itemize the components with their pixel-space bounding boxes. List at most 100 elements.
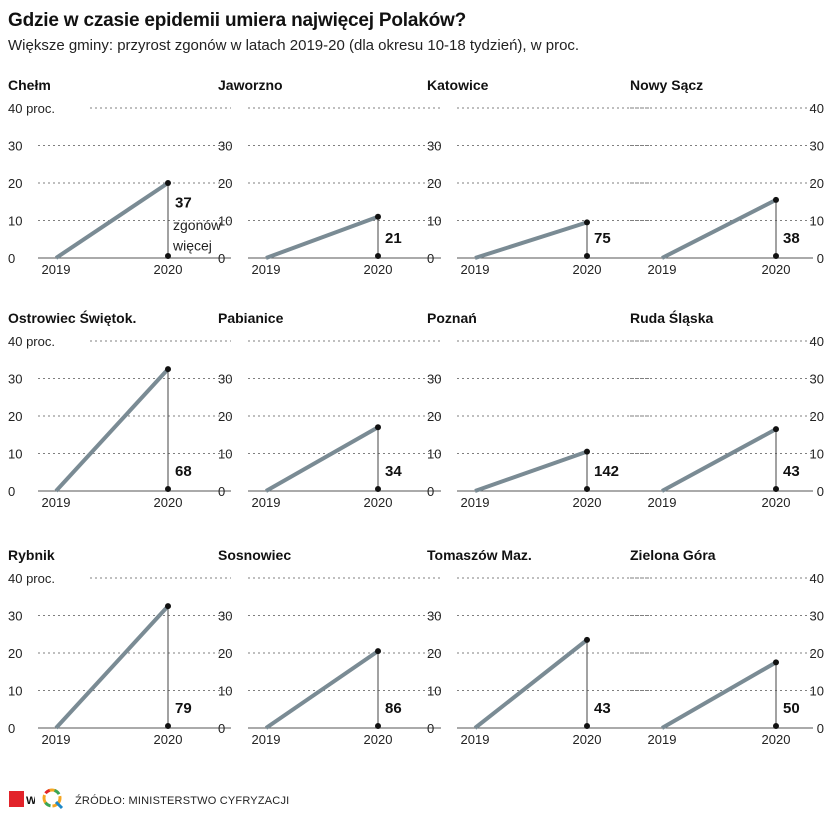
y-tick-label: 0	[8, 721, 15, 736]
panel-7: Poznań 0 10 20 30 142 2019 2020	[427, 310, 650, 510]
series-line	[474, 220, 588, 260]
value-label: 79	[175, 700, 192, 717]
small-multiples-chart: Chełm 0 10 20 30 40 proc. 37 zgonów więcej 2019 20…	[8, 77, 824, 747]
y-tick-label: 10	[218, 214, 232, 229]
data-point-base	[375, 253, 381, 259]
y-tick-label: 20	[218, 176, 232, 191]
panel-11: Tomaszów Maz. 0 10 20 30 43 2019 2020	[427, 547, 650, 747]
data-point-base	[165, 723, 171, 729]
data-point	[584, 448, 590, 455]
panel-8: Ruda Śląska 0 10 20 30 40 43 2019 2020	[630, 309, 824, 510]
y-tick-label: 30	[427, 372, 441, 387]
y-tick-label: 20	[8, 646, 22, 661]
y-tick-label: 10	[427, 447, 441, 462]
y-tick-label: 20	[218, 646, 232, 661]
data-point	[165, 180, 171, 186]
y-tick-label: 20	[810, 176, 824, 191]
series-line	[474, 449, 588, 493]
x-tick-label: 2019	[461, 495, 490, 510]
panel-title: Katowice	[427, 77, 489, 93]
value-label: 43	[594, 700, 611, 717]
y-tick-label: 20	[218, 409, 232, 424]
y-tick-label: 20	[427, 646, 441, 661]
y-tick-label: 0	[8, 251, 15, 266]
y-tick-label: 30	[8, 372, 22, 387]
data-point-base	[773, 486, 779, 492]
chart-subtitle: Większe gminy: przyrost zgonów w latach …	[8, 37, 580, 54]
y-tick-label: 0	[218, 251, 225, 266]
panel-title: Pabianice	[218, 310, 284, 326]
data-point-base	[165, 486, 171, 492]
data-point	[165, 366, 171, 373]
x-tick-label: 2020	[154, 262, 183, 277]
data-point-base	[375, 723, 381, 729]
y-tick-label: 20	[427, 176, 441, 191]
panel-title: Zielona Góra	[630, 547, 716, 563]
y-tick-label: 20	[427, 409, 441, 424]
y-tick-label: 10	[810, 684, 824, 699]
data-point	[773, 196, 779, 203]
x-tick-label: 2019	[461, 732, 490, 747]
panel-2: Jaworzno 0 10 20 30 21 2019 2020	[218, 77, 441, 277]
panel-title: Jaworzno	[218, 77, 283, 93]
series-line	[661, 660, 777, 730]
series-line	[661, 198, 777, 260]
panel-4: Nowy Sącz 0 10 20 30 40 38 2019 2020	[630, 77, 824, 277]
y-tick-label: 30	[427, 139, 441, 154]
value-label: 38	[783, 230, 800, 247]
y-tick-label: 40	[810, 571, 824, 586]
x-tick-label: 2019	[252, 732, 281, 747]
series-line	[265, 214, 379, 260]
x-tick-label: 2020	[573, 732, 602, 747]
chart-title: Gdzie w czasie epidemii umiera najwięcej…	[8, 10, 466, 31]
x-tick-label: 2020	[364, 732, 393, 747]
y-tick-label: 30	[218, 609, 232, 624]
data-point-base	[584, 253, 590, 259]
panel-12: Zielona Góra 0 10 20 30 40 50 2019 2020	[630, 547, 824, 747]
x-tick-label: 2019	[461, 262, 490, 277]
y-tick-label: 10	[218, 684, 232, 699]
y-tick-label: 10	[8, 684, 22, 699]
y-tick-label: 0	[8, 484, 15, 499]
data-point	[375, 424, 381, 431]
panel-1: Chełm 0 10 20 30 40 proc. 37 zgonów więcej 2019 20…	[8, 77, 231, 277]
x-tick-label: 2020	[154, 732, 183, 747]
y-tick-label: 30	[427, 609, 441, 624]
series-line	[265, 425, 379, 493]
partner-logo	[42, 788, 64, 810]
x-tick-label: 2020	[154, 495, 183, 510]
panel-title: Poznań	[427, 310, 477, 326]
y-tick-label: 40	[810, 334, 824, 349]
panel-title: Sosnowiec	[218, 547, 291, 563]
x-tick-label: 2020	[762, 262, 791, 277]
x-tick-label: 2019	[648, 732, 677, 747]
y-tick-label: 40 proc.	[8, 101, 55, 116]
value-label: 21	[385, 230, 402, 247]
series-line	[54, 604, 170, 730]
x-tick-label: 2019	[42, 732, 71, 747]
x-tick-label: 2020	[364, 495, 393, 510]
value-label: 34	[385, 463, 402, 480]
series-line	[54, 367, 170, 493]
value-label: 50	[783, 700, 800, 717]
y-tick-label: 20	[8, 176, 22, 191]
x-tick-label: 2020	[762, 732, 791, 747]
data-point-base	[773, 723, 779, 729]
x-tick-label: 2019	[648, 262, 677, 277]
annotation-line-2: więcej	[172, 238, 212, 254]
value-label: 86	[385, 700, 402, 717]
panel-10: Sosnowiec 0 10 20 30 86 2019 2020	[218, 547, 441, 747]
y-tick-label: 10	[8, 214, 22, 229]
y-tick-label: 0	[817, 484, 824, 499]
y-tick-label: 0	[427, 251, 434, 266]
panel-6: Pabianice 0 10 20 30 34 2019 2020	[218, 310, 441, 510]
x-tick-label: 2019	[42, 262, 71, 277]
svg-text:W: W	[26, 795, 35, 807]
y-tick-label: 0	[218, 721, 225, 736]
value-label: 68	[175, 463, 192, 480]
y-tick-label: 30	[8, 139, 22, 154]
y-tick-label: 0	[218, 484, 225, 499]
data-point-base	[584, 723, 590, 729]
y-tick-label: 10	[810, 214, 824, 229]
wyborcza-logo: W	[9, 791, 35, 807]
